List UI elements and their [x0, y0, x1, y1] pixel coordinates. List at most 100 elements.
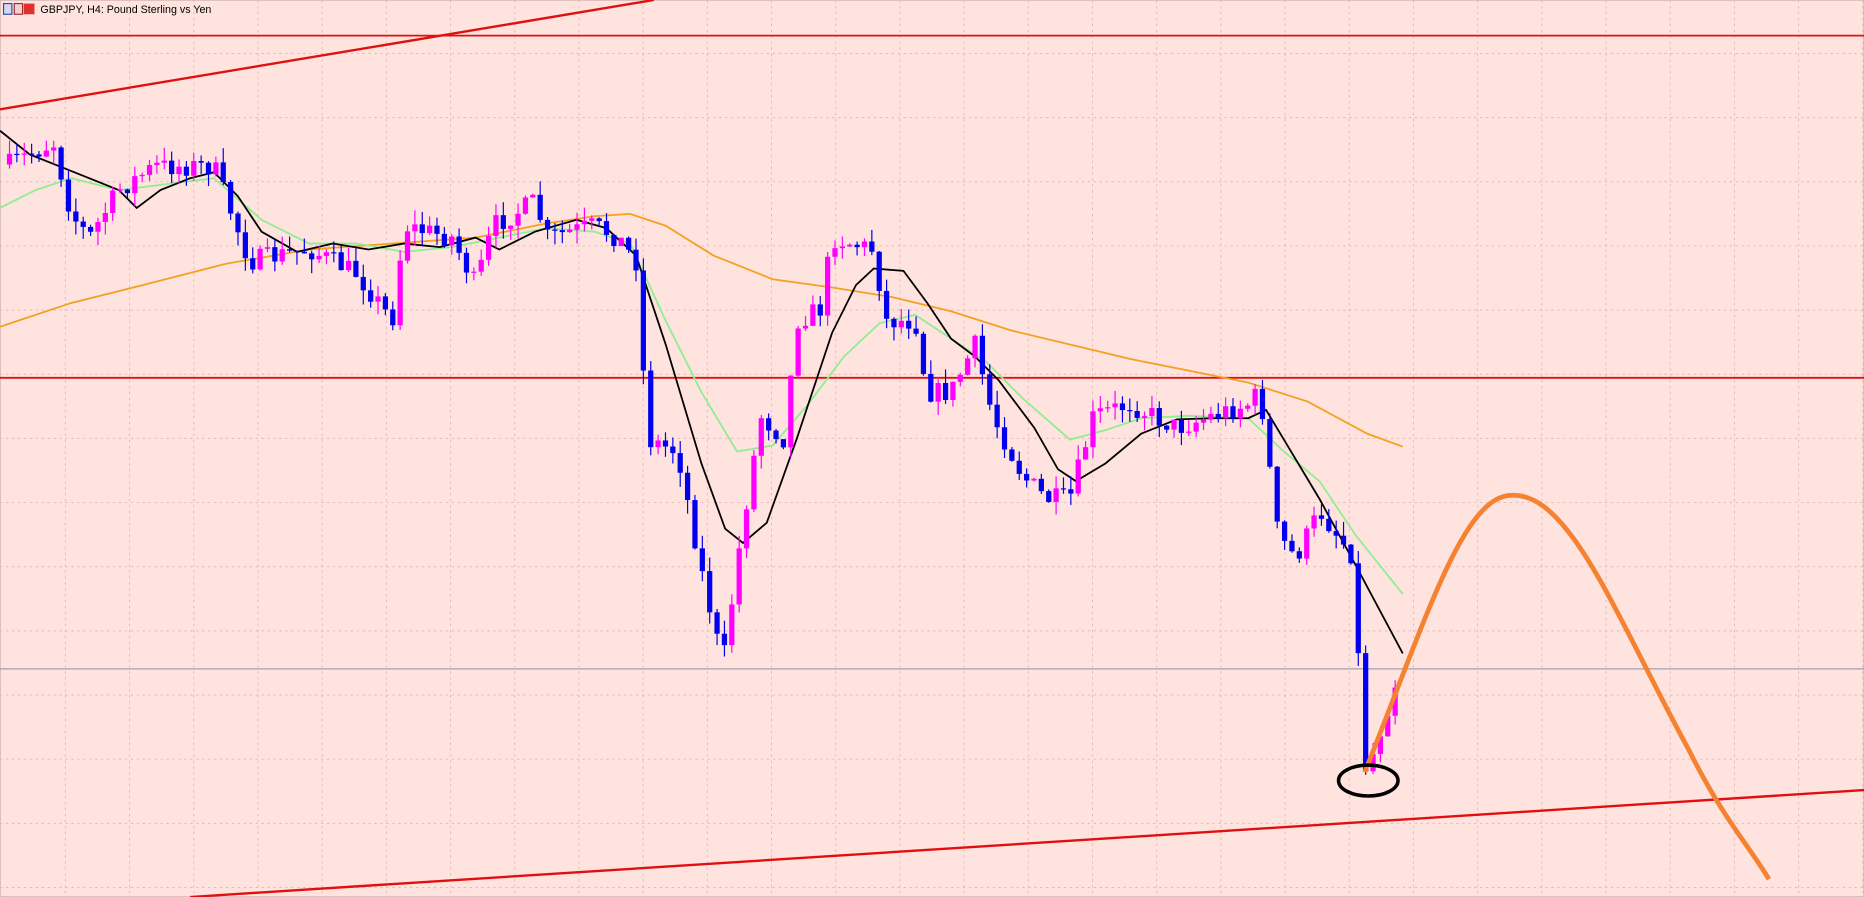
candle-body [699, 548, 705, 572]
candle-body [427, 225, 433, 234]
candle-body [670, 446, 676, 454]
candle-body [1318, 515, 1325, 519]
candle-body [1333, 531, 1339, 536]
candle-body [345, 260, 352, 271]
candle-body [102, 212, 108, 223]
projection-curve [1362, 493, 1771, 881]
candle-body [552, 229, 558, 231]
candle-body [14, 153, 20, 156]
candle-body [183, 166, 190, 176]
candle-body [802, 325, 809, 329]
candle-body [544, 219, 551, 230]
highlight-ellipse [1336, 763, 1400, 798]
candle-body [1274, 466, 1280, 522]
candle-body [780, 439, 787, 448]
candle-body [80, 221, 86, 227]
candle-body [1186, 431, 1192, 433]
candle-body [331, 252, 337, 254]
candle-body [1223, 406, 1229, 419]
candle-body [368, 290, 374, 302]
candle-body [6, 153, 13, 165]
candle-body [736, 548, 742, 605]
candle-body [773, 430, 779, 440]
candle-body [161, 160, 167, 163]
candle-body [146, 165, 153, 175]
candle-body [766, 418, 772, 431]
candle-body [1016, 460, 1022, 474]
candle-body [397, 260, 403, 326]
candle-body [198, 161, 204, 163]
candle-body [633, 249, 639, 271]
candle-body [1105, 407, 1111, 409]
candle-body [87, 226, 94, 232]
candle-body [1392, 687, 1398, 716]
candle-body [559, 230, 565, 233]
candle-body [1289, 540, 1295, 552]
chart-title: GBPJPY, H4: Pound Sterling vs Yen [40, 4, 211, 16]
candle-body [721, 633, 728, 646]
candle-body [876, 251, 882, 291]
candle-body [640, 270, 646, 371]
candle-body [1296, 551, 1302, 559]
candle-body [648, 370, 654, 448]
candle-body [132, 176, 138, 194]
candle-body [714, 612, 720, 634]
candle-body [589, 218, 595, 221]
candle-body [515, 213, 521, 226]
candle-body [1171, 419, 1177, 430]
candle-body [839, 246, 845, 249]
candle-body [522, 197, 529, 214]
candle-body [500, 215, 506, 229]
candle-body [611, 234, 617, 247]
candle-body [729, 604, 735, 646]
candle-body [1208, 413, 1214, 420]
candle-body [913, 328, 919, 334]
candle-body [567, 229, 573, 233]
candle-body [795, 328, 801, 376]
window-icon [2, 2, 13, 15]
candle-body [1178, 419, 1185, 433]
candle-body [581, 220, 588, 225]
candle-body [692, 500, 698, 549]
candle-body [58, 147, 64, 180]
candle-body [375, 296, 381, 302]
candle-body [1075, 459, 1081, 494]
candle-body [471, 271, 477, 273]
candle-body [95, 222, 101, 232]
candle-body [906, 320, 912, 329]
candle-body [301, 251, 307, 254]
candle-body [441, 233, 447, 246]
candle-body [574, 224, 580, 230]
candle-body [242, 232, 248, 259]
candle-body [176, 166, 182, 175]
candle-body [869, 241, 875, 252]
candle-body [1068, 489, 1074, 494]
candle-body [29, 153, 35, 155]
candle-body [920, 333, 927, 374]
candle-body [21, 153, 27, 155]
candle-body [1141, 416, 1148, 418]
candle-body [596, 218, 602, 222]
candle-body [250, 258, 256, 270]
candle-body [883, 290, 890, 319]
candle-body [1377, 736, 1384, 754]
candle-body [1164, 425, 1170, 430]
candle-body [1348, 544, 1354, 564]
candle-body [1127, 410, 1133, 412]
candle-body [205, 162, 212, 175]
trendline [0, 0, 655, 111]
candle-body [707, 571, 713, 613]
candle-body [1097, 408, 1103, 412]
candle-body [1200, 419, 1207, 423]
candle-body [419, 224, 425, 234]
candle-body [825, 256, 831, 316]
candle-body [662, 440, 669, 447]
candle-body [434, 225, 440, 234]
candle-body [213, 162, 219, 175]
candle-body [1363, 653, 1369, 772]
candle-body [1024, 473, 1030, 481]
candle-body [110, 190, 116, 213]
candle-body [1237, 408, 1243, 419]
candle-body [1031, 478, 1037, 481]
